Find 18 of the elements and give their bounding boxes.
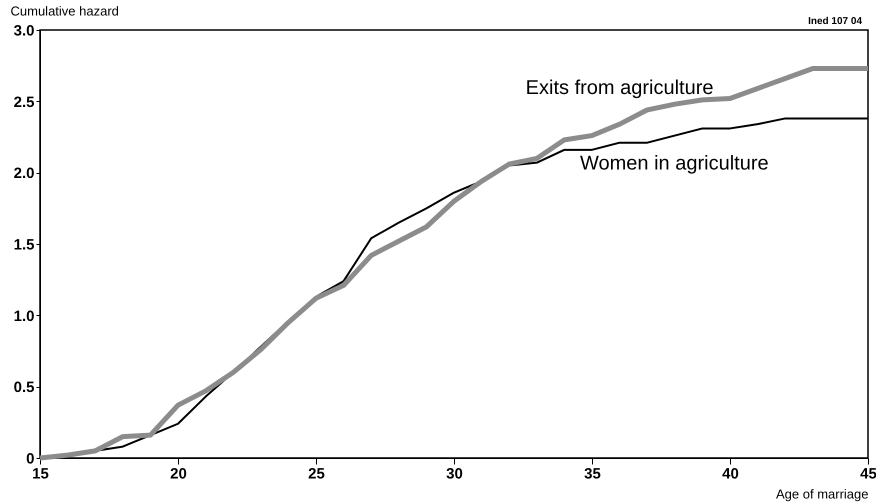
x-tick-label: 35 xyxy=(584,466,601,482)
x-tick-label: 30 xyxy=(446,466,463,482)
series-label: Women in agriculture xyxy=(580,152,769,174)
text: Ined 107 04 xyxy=(808,16,862,27)
y-tick-label: 1.5 xyxy=(14,236,34,254)
x-tick-label: 15 xyxy=(32,466,49,482)
series-label: Exits from agriculture xyxy=(526,77,714,100)
y-tick-label: 2.5 xyxy=(14,94,34,111)
y-tick-label: 2.0 xyxy=(14,165,34,182)
y-axis-title: Cumulative hazard xyxy=(10,4,119,18)
y-tick-label: 0.5 xyxy=(14,379,34,396)
y-tick-label: 0 xyxy=(26,450,34,468)
x-axis-title: Age of marriage xyxy=(776,486,868,502)
x-tick-label: 25 xyxy=(308,466,325,482)
y-tick-label: 3.0 xyxy=(14,22,34,40)
y-tick-label: 1.0 xyxy=(14,308,34,325)
x-tick-label: 20 xyxy=(170,466,187,482)
x-tick-label: 40 xyxy=(722,466,739,482)
